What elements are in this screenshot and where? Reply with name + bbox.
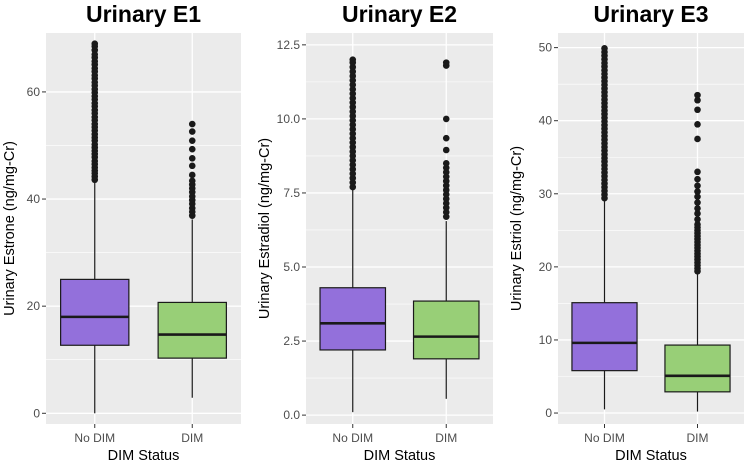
x-tick-label: DIM bbox=[181, 431, 203, 445]
box-dim bbox=[157, 120, 227, 398]
y-tick-label: 2.5 bbox=[283, 334, 300, 348]
y-tick-label: 20 bbox=[539, 260, 553, 274]
y-tick-label: 10 bbox=[539, 333, 553, 347]
outlier-point bbox=[694, 188, 701, 195]
chart-panel-3: 0 10 20 30 40 50 No DIM DIM Urinary E3 DIM Status… bbox=[509, 1, 744, 464]
outlier-point bbox=[601, 45, 608, 52]
iqr-box bbox=[664, 344, 731, 393]
y-tick-label: 0 bbox=[33, 406, 40, 420]
outlier-point bbox=[694, 96, 701, 104]
outlier-point bbox=[188, 155, 196, 162]
outlier-point bbox=[188, 137, 196, 144]
y-tick-label: 0 bbox=[545, 406, 552, 420]
chart-title: Urinary E3 bbox=[593, 1, 708, 27]
x-tick-label: No DIM bbox=[74, 431, 115, 445]
outlier-point bbox=[188, 177, 196, 185]
outlier-point bbox=[694, 205, 701, 212]
y-tick-label: 20 bbox=[27, 299, 41, 313]
outlier-point bbox=[188, 128, 196, 135]
chart-title: Urinary E2 bbox=[342, 1, 457, 27]
chart-title: Urinary E1 bbox=[86, 1, 201, 27]
outlier-point bbox=[694, 168, 701, 176]
chart-panel-1: 0 20 40 60 No DIM DIM Urinary E1 DIM Status Urin… bbox=[2, 1, 241, 464]
y-tick-label: 10.0 bbox=[277, 112, 301, 126]
outlier-point bbox=[694, 193, 701, 201]
y-tick-label: 30 bbox=[539, 187, 553, 201]
outlier-point bbox=[442, 115, 450, 123]
iqr-box bbox=[412, 300, 480, 360]
y-axis-label: Urinary Estrone (ng/mg-Cr) bbox=[2, 141, 18, 316]
outlier-point bbox=[442, 134, 450, 142]
outlier-point bbox=[188, 120, 196, 128]
x-tick-label: DIM bbox=[435, 431, 457, 445]
x-tick-label: DIM bbox=[687, 431, 709, 445]
iqr-box bbox=[157, 301, 227, 359]
box-dim bbox=[664, 91, 731, 412]
outlier-point bbox=[694, 175, 701, 183]
plot-background bbox=[46, 33, 241, 424]
outlier-point bbox=[694, 210, 701, 217]
outlier-point bbox=[694, 182, 701, 190]
y-tick-label: 50 bbox=[539, 41, 553, 55]
box-dim bbox=[412, 59, 480, 399]
iqr-box bbox=[319, 287, 387, 351]
x-axis-label: DIM Status bbox=[364, 448, 436, 464]
y-axis-label: Urinary Estradiol (ng/mg-Cr) bbox=[257, 138, 273, 319]
outlier-point bbox=[188, 162, 196, 170]
y-tick-label: 0.0 bbox=[283, 408, 300, 422]
outlier-point bbox=[442, 160, 450, 167]
x-axis-label: DIM Status bbox=[108, 448, 180, 464]
outlier-point bbox=[694, 121, 701, 128]
x-axis-label: DIM Status bbox=[615, 448, 687, 464]
y-tick-label: 40 bbox=[27, 192, 41, 206]
outlier-point bbox=[694, 91, 701, 99]
box-no-dim bbox=[60, 40, 130, 414]
outlier-point bbox=[694, 199, 701, 206]
y-tick-label: 40 bbox=[539, 114, 553, 128]
y-axis-label: Urinary Estriol (ng/mg-Cr) bbox=[509, 146, 525, 311]
plot-background bbox=[306, 33, 493, 424]
outlier-point bbox=[349, 56, 357, 63]
iqr-box bbox=[571, 302, 638, 372]
outlier-point bbox=[91, 40, 99, 48]
outlier-point bbox=[442, 59, 450, 66]
outlier-point bbox=[188, 171, 196, 179]
outlier-point bbox=[694, 106, 701, 114]
y-tick-label: 7.5 bbox=[283, 186, 300, 200]
chart-panel-2: 0.0 2.5 5.0 7.5 10.0 12.5 No DIM DIM Urinary E2 D… bbox=[257, 1, 493, 464]
y-tick-label: 12.5 bbox=[277, 38, 301, 52]
y-tick-label: 60 bbox=[27, 85, 41, 99]
outlier-point bbox=[694, 221, 701, 228]
x-tick-label: No DIM bbox=[584, 431, 625, 445]
outlier-point bbox=[694, 216, 701, 223]
outlier-point bbox=[694, 135, 701, 143]
outlier-point bbox=[188, 145, 196, 153]
y-tick-label: 5.0 bbox=[283, 260, 300, 274]
x-tick-label: No DIM bbox=[332, 431, 373, 445]
box-no-dim bbox=[319, 56, 387, 413]
outlier-point bbox=[442, 146, 450, 154]
iqr-box bbox=[60, 278, 130, 346]
box-no-dim bbox=[571, 45, 638, 410]
